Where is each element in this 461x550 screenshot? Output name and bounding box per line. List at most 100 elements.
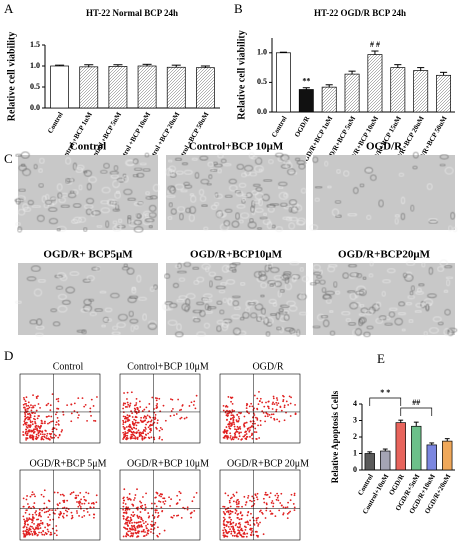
- cell: [249, 218, 254, 223]
- event: [83, 498, 86, 501]
- event: [122, 421, 125, 424]
- cell: [347, 213, 357, 217]
- event: [181, 404, 184, 406]
- event: [238, 417, 241, 420]
- cell: [278, 308, 284, 312]
- event: [77, 494, 80, 497]
- cell: [260, 282, 267, 289]
- event: [227, 412, 230, 415]
- cell: [179, 212, 184, 221]
- event: [48, 509, 51, 511]
- cell: [280, 304, 290, 308]
- event: [134, 436, 137, 438]
- event: [245, 407, 248, 410]
- cell: [170, 208, 177, 215]
- event: [231, 510, 234, 513]
- cell: [334, 200, 342, 204]
- event: [135, 522, 138, 524]
- event: [126, 416, 129, 419]
- event: [261, 401, 264, 404]
- event: [171, 398, 174, 401]
- event: [226, 405, 229, 408]
- cell: [341, 311, 351, 316]
- cell: [189, 214, 195, 222]
- event: [127, 530, 130, 533]
- cell: [65, 178, 75, 183]
- event: [277, 494, 280, 497]
- event: [51, 393, 54, 396]
- event: [175, 413, 178, 415]
- event: [45, 510, 48, 513]
- event: [279, 405, 282, 408]
- event: [275, 498, 278, 501]
- event: [151, 525, 154, 527]
- event: [261, 512, 264, 515]
- cell: [426, 183, 433, 190]
- event: [254, 494, 257, 497]
- cell: [411, 285, 415, 292]
- event: [244, 503, 247, 506]
- cell: [183, 261, 191, 267]
- event: [251, 516, 254, 519]
- event: [142, 416, 145, 419]
- event: [268, 413, 271, 416]
- event: [127, 516, 130, 519]
- event: [144, 428, 147, 430]
- event: [248, 405, 251, 408]
- event: [238, 531, 241, 534]
- cell: [194, 172, 200, 179]
- cell: [382, 279, 391, 284]
- event: [140, 516, 143, 519]
- event: [133, 437, 135, 440]
- event: [37, 527, 40, 530]
- event: [59, 511, 62, 513]
- event: [40, 493, 43, 496]
- event: [39, 433, 42, 436]
- event: [256, 417, 259, 420]
- event: [28, 412, 31, 415]
- micrograph-bg: [313, 155, 455, 230]
- cell: [328, 264, 338, 268]
- event: [190, 401, 193, 404]
- cell: [116, 322, 126, 328]
- event: [266, 415, 269, 418]
- event: [23, 406, 26, 409]
- plot-frame: [219, 373, 301, 444]
- cell: [111, 331, 121, 336]
- cell: [94, 308, 103, 312]
- event: [129, 516, 132, 519]
- cell: [71, 189, 79, 195]
- cell: [263, 317, 269, 325]
- event: [30, 518, 32, 521]
- event: [59, 512, 62, 515]
- event: [22, 403, 25, 406]
- cell: [223, 220, 231, 227]
- event: [151, 514, 154, 517]
- event: [178, 498, 181, 501]
- event: [126, 528, 129, 531]
- bar: [380, 450, 391, 471]
- cell: [269, 283, 274, 287]
- event: [45, 506, 48, 509]
- event: [140, 518, 143, 521]
- event: [227, 423, 230, 426]
- cell: [277, 290, 282, 298]
- event: [238, 518, 241, 521]
- cell: [178, 295, 187, 300]
- event: [265, 507, 268, 510]
- event: [129, 527, 132, 530]
- event: [276, 418, 279, 421]
- event: [271, 512, 274, 515]
- event: [27, 503, 29, 505]
- event: [124, 402, 127, 405]
- event: [23, 534, 26, 537]
- event: [125, 426, 128, 428]
- event: [37, 425, 40, 428]
- event: [139, 406, 142, 408]
- cell: [18, 164, 27, 172]
- event: [255, 496, 258, 499]
- cell: [353, 187, 359, 194]
- event: [54, 434, 57, 437]
- event: [160, 495, 162, 498]
- event: [140, 530, 143, 533]
